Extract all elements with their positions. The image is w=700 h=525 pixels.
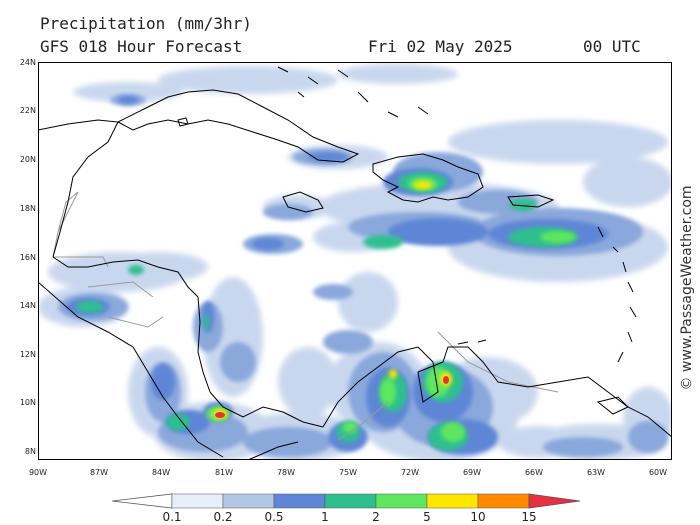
lat-label-10n: 10N	[19, 398, 36, 407]
colorbar-bin-3	[273, 493, 326, 509]
lat-label-14n: 14N	[19, 301, 36, 310]
colorbar-bin-4	[324, 493, 377, 509]
precip-red	[215, 376, 449, 418]
lat-label-12n: 12N	[19, 350, 36, 359]
lat-label-24n: 24N	[19, 58, 36, 67]
colorbar-high-arrow	[528, 493, 581, 509]
lon-label-69w: 69W	[462, 468, 482, 477]
country-borders	[52, 191, 559, 441]
colorbar-tick-0-1: 0.1	[162, 510, 182, 524]
forecast-date: Fri 02 May 2025	[368, 37, 513, 56]
colorbar-low-arrow	[112, 493, 173, 509]
lat-label-16n: 16N	[19, 253, 36, 262]
credit-watermark: © www.PassageWeather.com	[679, 185, 695, 390]
colorbar-bin-1	[171, 493, 224, 509]
colorbar-tick-0-5: 0.5	[264, 510, 284, 524]
credit-text: © www.PassageWeather.com	[679, 185, 695, 390]
forecast-time: 00 UTC	[583, 37, 641, 56]
precipitation-map	[38, 62, 672, 460]
colorbar-tick-1: 1	[321, 510, 329, 524]
lon-label-87w: 87W	[89, 468, 109, 477]
lat-label-20n: 20N	[19, 155, 36, 164]
lon-label-84w: 84W	[151, 468, 171, 477]
colorbar-tick-2: 2	[372, 510, 380, 524]
lon-label-78w: 78W	[276, 468, 296, 477]
forecast-subtitle: GFS 018 Hour Forecast	[40, 37, 243, 56]
lon-label-63w: 63W	[586, 468, 606, 477]
lon-label-75w: 75W	[338, 468, 358, 477]
lat-label-8n: 8N	[24, 447, 36, 456]
lon-label-60w: 60W	[648, 468, 668, 477]
colorbar-tick-10: 10	[470, 510, 486, 524]
lat-label-22n: 22N	[19, 106, 36, 115]
lon-label-66w: 66W	[524, 468, 544, 477]
lon-label-81w: 81W	[214, 468, 234, 477]
lat-label-18n: 18N	[19, 204, 36, 213]
map-title: Precipitation (mm/3hr)	[40, 14, 252, 33]
colorbar-bin-2	[222, 493, 275, 509]
lon-label-72w: 72W	[400, 468, 420, 477]
map-frame	[38, 62, 672, 460]
colorbar-tick-15: 15	[521, 510, 537, 524]
colorbar-bin-7	[477, 493, 530, 509]
colorbar-tick-5: 5	[423, 510, 431, 524]
colorbar-bin-6	[426, 493, 479, 509]
precip-colorbar	[112, 493, 581, 509]
lon-label-90w: 90W	[28, 468, 48, 477]
colorbar-bin-5	[375, 493, 428, 509]
coastlines	[38, 66, 672, 460]
colorbar-tick-0-2: 0.2	[213, 510, 233, 524]
